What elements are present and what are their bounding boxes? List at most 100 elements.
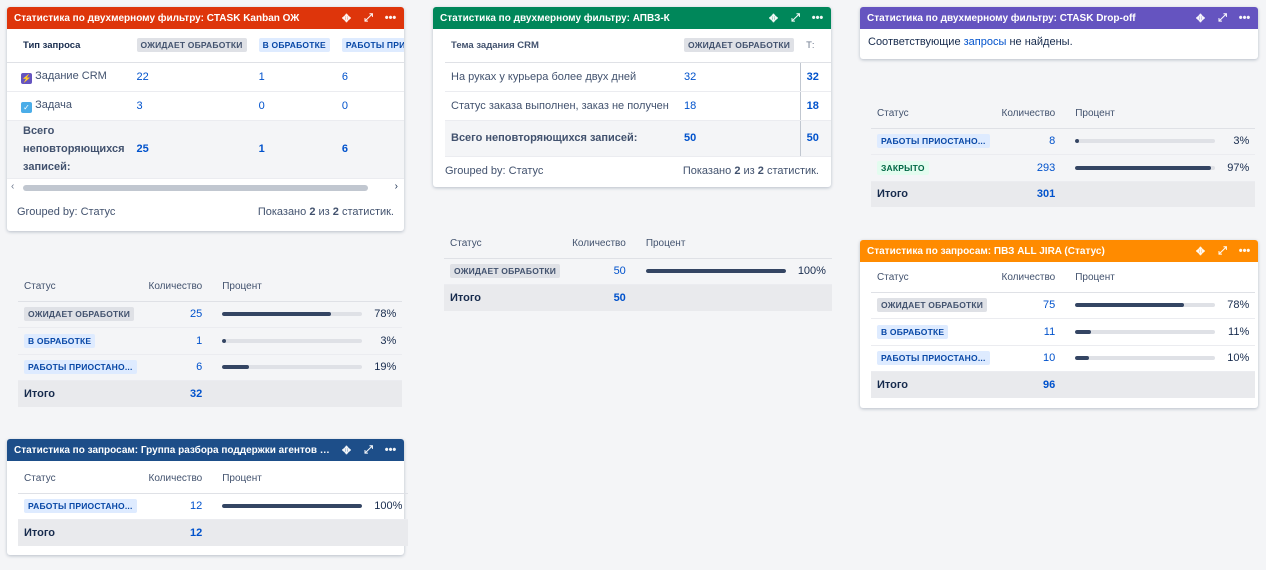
status-lozenge[interactable]: РАБОТЫ ПРИОСТАНО... [24,499,137,514]
cell-value[interactable]: 18 [684,99,697,112]
col-status: Статус [18,465,143,494]
scroll-left-icon[interactable]: ‹ [11,180,15,192]
total-value[interactable]: 50 [684,132,697,144]
shown-a: 2 [734,164,741,177]
count-link[interactable]: 12 [189,500,203,513]
row-label[interactable]: Задача [35,98,72,111]
cell-value[interactable]: 22 [136,70,149,83]
count-link[interactable]: 293 [1036,161,1056,174]
expand-icon[interactable]: ⤢ [791,11,800,24]
more-icon[interactable]: ••• [1238,11,1251,24]
total-value[interactable]: 25 [136,143,149,155]
count-link[interactable]: 75 [1042,299,1056,312]
gadget-ctask-kanban: Статистика по двухмерному фильтру: CTASK… [7,7,404,231]
total-row: Итого 50 [444,284,832,311]
percent-bar [222,365,363,370]
more-icon[interactable]: ••• [1238,244,1251,257]
two-dim-table: Тема задания CRM ОЖИДАЕТ ОБРАБОТКИ Т: На… [445,29,831,157]
empty-message-suffix: не найдены. [1009,36,1073,48]
two-dim-table-wrap: Тип запроса ОЖИДАЕТ ОБРАБОТКИ В ОБРАБОТК… [7,29,404,179]
total-count[interactable]: 12 [189,526,203,539]
task-icon: ✓ [21,101,32,113]
move-icon[interactable]: ✥ [1195,12,1206,25]
status-lozenge[interactable]: В ОБРАБОТКЕ [877,324,949,339]
expand-icon[interactable]: ⤢ [364,11,373,24]
count-link[interactable]: 10 [1042,352,1056,365]
shown-count: Показано 2 из 2 статистик. [683,165,819,177]
gadget-pvz-all-jira: Статистика по запросам: ПВЗ ALL JIRA (Ст… [860,240,1258,408]
move-icon[interactable]: ✥ [768,12,779,25]
count-link[interactable]: 11 [1043,325,1056,338]
scroll-right-icon[interactable]: › [394,180,398,192]
total-label: Итого [871,181,996,207]
percent-bar-fill [1075,329,1091,334]
issues-link[interactable]: запросы [963,36,1007,48]
percent-value: 100% [791,258,832,285]
total-value[interactable]: 6 [341,143,348,155]
cell-value[interactable]: 1 [258,70,265,83]
table-row: Статус заказа выполнен, заказ не получен… [445,91,831,121]
percent-bar-fill [1075,165,1212,170]
empty-message: Соответствующие запросы не найдены. [860,29,1258,55]
gadget-title: Статистика по запросам: Группа разбора п… [14,444,332,456]
total-count[interactable]: 32 [189,387,203,400]
status-lozenge[interactable]: ОЖИДАЕТ ОБРАБОТКИ [24,307,135,322]
total-count[interactable]: 50 [613,291,626,304]
move-icon[interactable]: ✥ [1195,245,1206,258]
col-status-paused: РАБОТЫ ПРИОСТАН [341,38,404,53]
more-icon[interactable]: ••• [384,11,397,24]
percent-bar [645,269,786,274]
row-total[interactable]: 32 [806,70,819,83]
table-row: РАБОТЫ ПРИОСТАНО... 12 100% [18,493,409,520]
count-link[interactable]: 25 [189,308,203,321]
table-row: ОЖИДАЕТ ОБРАБОТКИ 75 78% [871,292,1256,319]
stats-apvz: Статус Количество Процент ОЖИДАЕТ ОБРАБОТКИ… [444,230,832,311]
cell-value[interactable]: 0 [341,99,348,112]
expand-icon[interactable]: ⤢ [364,443,373,456]
table-row: РАБОТЫ ПРИОСТАНО... 10 10% [871,345,1256,372]
cell-value[interactable]: 3 [136,99,143,112]
status-lozenge[interactable]: РАБОТЫ ПРИОСТАНО... [24,360,137,375]
shown-suffix: статистик. [766,164,819,177]
percent-bar-fill [222,338,227,343]
status-lozenge[interactable]: ОЖИДАЕТ ОБРАБОТКИ [877,298,988,313]
count-link[interactable]: 8 [1049,135,1056,148]
col-percent: Процент [631,230,832,259]
gadget-title: Статистика по двухмерному фильтру: CTASK… [867,12,1136,24]
total-count[interactable]: 301 [1036,188,1056,201]
percent-value: 19% [368,354,403,381]
total-count[interactable]: 96 [1042,378,1056,391]
move-icon[interactable]: ✥ [341,12,352,25]
row-label[interactable]: Задание CRM [35,69,107,82]
count-link[interactable]: 1 [196,334,203,347]
shown-mid: из [743,164,755,177]
total-value[interactable]: 50 [806,132,819,144]
more-icon[interactable]: ••• [384,443,397,456]
cell-value[interactable]: 6 [341,70,348,83]
col-status: Статус [444,230,567,259]
cell-value[interactable]: 32 [684,70,697,83]
row-total[interactable]: 18 [806,99,819,112]
cell-value[interactable]: 0 [258,99,265,112]
total-label: Итого [871,371,996,398]
scroll-thumb[interactable] [23,184,368,191]
more-icon[interactable]: ••• [811,11,824,24]
expand-icon[interactable]: ⤢ [1218,244,1227,257]
status-lozenge[interactable]: РАБОТЫ ПРИОСТАНО... [877,351,990,366]
gadget-header: Статистика по запросам: Группа разбора п… [7,439,404,461]
status-lozenge[interactable]: ЗАКРЫТО [877,160,929,175]
count-link[interactable]: 50 [613,265,626,278]
total-value[interactable]: 1 [258,143,265,155]
col-count: Количество [142,465,209,494]
move-icon[interactable]: ✥ [341,444,352,457]
status-lozenge[interactable]: РАБОТЫ ПРИОСТАНО... [877,134,990,149]
percent-bar-fill [222,365,249,370]
status-lozenge[interactable]: В ОБРАБОТКЕ [24,333,96,348]
expand-icon[interactable]: ⤢ [1218,11,1227,24]
col-status-waiting: ОЖИДАЕТ ОБРАБОТКИ [136,38,247,53]
status-lozenge[interactable]: ОЖИДАЕТ ОБРАБОТКИ [450,264,561,279]
count-link[interactable]: 6 [196,361,203,374]
stat-table: Статус Количество Процент РАБОТЫ ПРИОСТАНО.… [871,100,1256,207]
col-percent: Процент [208,465,409,494]
horizontal-scrollbar[interactable]: ‹ › [11,181,400,195]
